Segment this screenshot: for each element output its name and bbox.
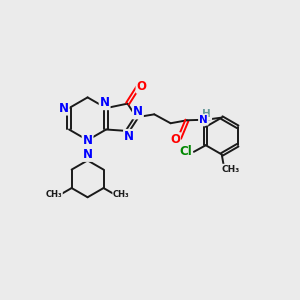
Text: Cl: Cl xyxy=(179,145,192,158)
Text: O: O xyxy=(136,80,146,93)
Text: N: N xyxy=(59,102,69,115)
Text: H: H xyxy=(202,109,211,119)
Text: N: N xyxy=(199,115,208,125)
Text: N: N xyxy=(133,106,143,118)
Text: CH₃: CH₃ xyxy=(46,190,62,199)
Text: N: N xyxy=(83,148,93,161)
Text: CH₃: CH₃ xyxy=(113,190,130,199)
Text: O: O xyxy=(170,133,180,146)
Text: N: N xyxy=(124,130,134,143)
Text: CH₃: CH₃ xyxy=(221,164,240,173)
Text: N: N xyxy=(100,96,110,109)
Text: N: N xyxy=(82,134,93,147)
